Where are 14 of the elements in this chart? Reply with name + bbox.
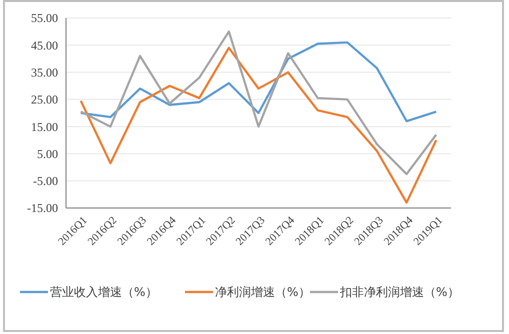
legend-label: 净利润增速（%） (215, 285, 310, 300)
legend-label: 扣非净利润增速（%） (339, 285, 460, 300)
y-tick-label: 15.00 (31, 120, 58, 134)
line-series (80, 46, 438, 204)
y-tick-label: 35.00 (31, 65, 58, 80)
y-tick-label: 55.00 (31, 11, 58, 26)
y-tick-label: 25.00 (31, 92, 58, 107)
y-tick-label: 45.00 (31, 38, 58, 52)
y-tick-label: -5.00 (33, 174, 58, 188)
y-tick-label: 5.00 (37, 146, 58, 161)
line-series (80, 30, 438, 176)
legend-label: 营业收入增速（%） (50, 285, 158, 300)
y-tick-label: -15.00 (27, 201, 58, 216)
line-series (80, 41, 438, 122)
